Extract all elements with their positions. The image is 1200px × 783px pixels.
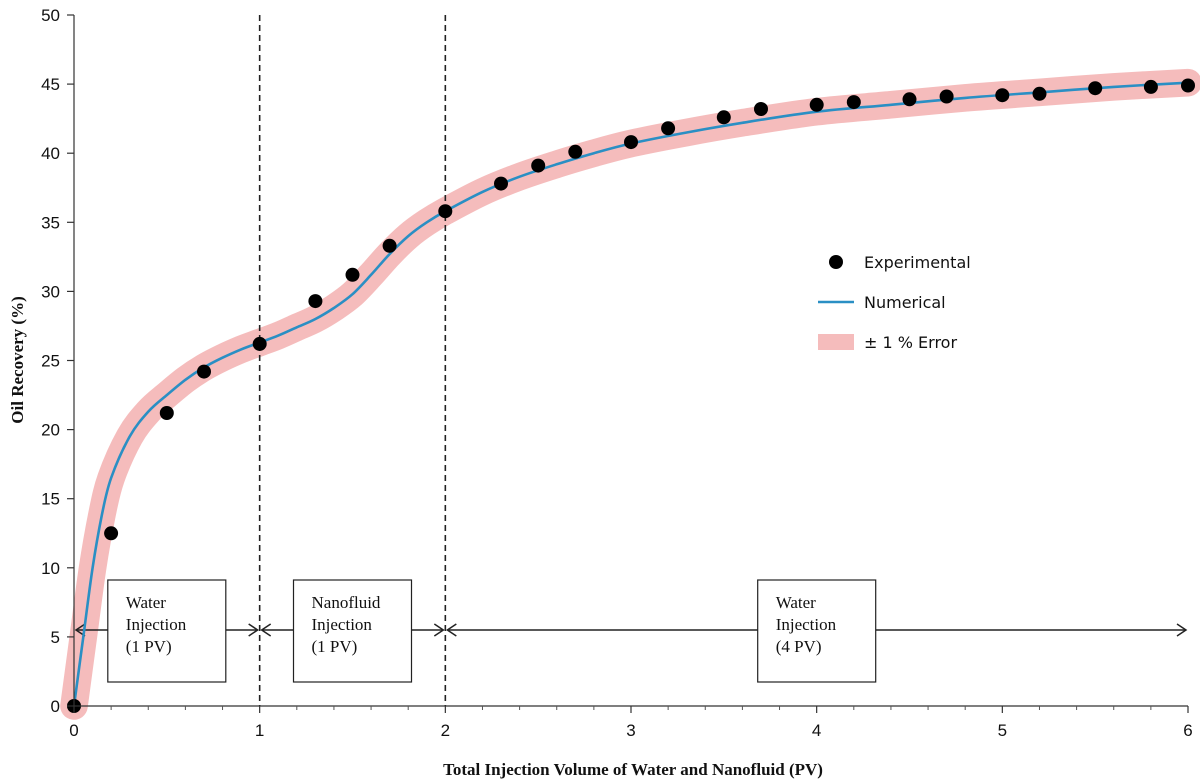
experimental-point-5 [252,336,267,351]
numerical-line-layer [72,81,1190,708]
y-tick-label-10: 10 [41,559,60,578]
y-tick-label-15: 15 [41,490,60,509]
x-tick-label-5: 5 [998,721,1007,740]
phase-arrowhead-right-2 [433,623,445,637]
phase-box-3 [757,579,877,683]
phase-label-1-line-2: Injection [126,615,187,634]
legend-label-1: Experimental [864,253,971,272]
y-tick-label-35: 35 [41,213,60,232]
x-tick-label-1: 1 [255,721,264,740]
phase-label-2-line-2: Injection [312,615,373,634]
x-axis-title: Total Injection Volume of Water and Nano… [443,760,823,779]
experimental-point-14 [661,121,676,136]
phase-box-layer: Water Injection (1 PV) Nanofluid Injection (1… [107,579,877,683]
experimental-point-9 [438,204,453,219]
experimental-point-16 [754,102,768,116]
phase-arrowhead-left-3 [445,623,457,637]
experimental-point-12 [568,144,583,159]
x-tick-label-4: 4 [812,721,821,740]
x-tick-label-3: 3 [626,721,635,740]
phase-label-1-line-1: Water [126,593,166,612]
legend-label-3: ± 1 % Error [864,333,957,352]
phase-box-2 [292,579,413,683]
phase-label-3-line-2: Injection [776,615,837,634]
y-axis-title: Oil Recovery (%) [8,296,27,423]
error-band [60,68,1200,720]
phase-label-1-line-3: (1 PV) [126,637,172,656]
phase-label-3-line-3: (4 PV) [776,637,822,656]
y-tick-label-20: 20 [41,421,60,440]
phase-arrowhead-left-1 [74,623,86,637]
legend-marker-error-band [818,334,854,350]
phase-arrowhead-right-3 [1176,623,1188,637]
x-tick-label-0: 0 [69,721,78,740]
phase-box-1 [107,579,227,683]
phase-divider-layer [258,15,447,706]
experimental-point-23 [1088,81,1103,96]
numerical-line [72,81,1190,708]
error-band-layer [60,68,1200,720]
experimental-point-24 [1143,79,1158,94]
experimental-point-layer [67,78,1195,713]
experimental-point-8 [382,238,397,253]
experimental-point-10 [494,176,508,191]
experimental-point-2 [104,526,119,541]
y-tick-label-0: 0 [51,697,60,716]
experimental-point-18 [846,95,861,110]
phase-arrowhead-right-1 [248,623,260,637]
experimental-point-21 [995,88,1010,103]
experimental-point-3 [159,406,174,420]
experimental-point-4 [197,364,211,379]
experimental-point-7 [345,267,360,282]
y-tick-label-5: 5 [51,628,60,647]
phase-arrowhead-left-2 [260,623,272,637]
legend-label-2: Numerical [864,293,946,312]
phase-label-2-line-1: Nanofluid [312,593,381,612]
x-tick-label-6: 6 [1183,721,1192,740]
legend: Experimental Numerical ± 1 % Error [818,253,971,352]
phase-label-3-line-1: Water [776,593,816,612]
legend-marker-experimental [829,255,843,269]
y-tick-label-40: 40 [41,144,60,163]
y-tick-label-25: 25 [41,352,60,371]
experimental-point-6 [308,294,323,309]
y-tick-label-45: 45 [41,75,60,94]
experimental-point-11 [531,158,546,173]
y-tick-label-30: 30 [41,282,60,301]
experimental-point-15 [716,110,731,125]
phase-label-2-line-3: (1 PV) [312,637,358,656]
experimental-point-19 [902,92,917,107]
x-tick-label-2: 2 [441,721,450,740]
experimental-point-22 [1032,86,1047,101]
experimental-point-17 [809,97,824,112]
y-tick-label-50: 50 [41,6,60,25]
experimental-point-20 [939,89,954,104]
phase-arrow-layer [74,623,1188,637]
experimental-point-13 [624,135,638,150]
experimental-point-25 [1181,78,1195,93]
